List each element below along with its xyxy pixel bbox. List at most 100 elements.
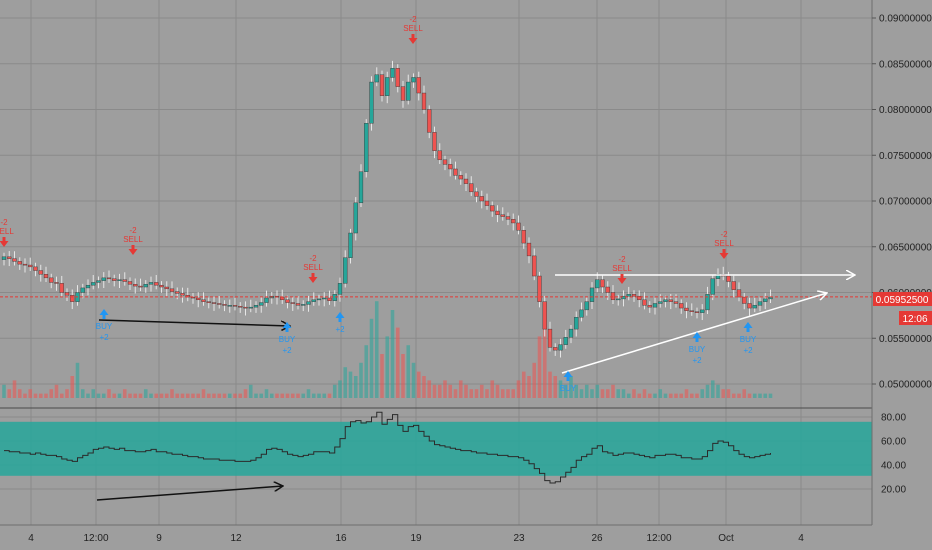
volume-bar [206,393,211,398]
price-tick-label-8: 0.05000000 [879,380,932,391]
candle-body [757,301,763,306]
volume-bar [290,393,295,398]
sell-signal-label: SELL [0,227,14,236]
time-tick-label-6: 23 [513,533,525,544]
volume-bar [637,393,642,398]
volume-bar [128,393,132,398]
candle-body [395,68,400,87]
volume-bar [322,393,327,398]
volume-bar [563,384,568,398]
buy-signal-8: +2 [335,312,345,334]
candle-body [264,297,269,303]
sell-signal-label: SELL [303,263,323,272]
volume-bar [710,380,715,398]
candle-body [605,286,610,293]
candle-body [306,301,311,305]
candle-body [127,281,133,285]
volume-bar [647,393,652,398]
buy-arrow-icon [692,332,702,342]
volume-bar [684,389,689,398]
candle-body [96,280,101,283]
buy-signal-label: BUY [96,322,113,331]
volume-bar [516,380,521,398]
volume-bar [663,393,668,398]
candle-body [710,278,715,295]
volume-bar [28,389,33,398]
buy-signal-label: +2 [335,325,345,334]
trade-signals: -2SELL-2SELL-2SELL-2SELL-2SELL-2SELLBUY+… [0,15,757,393]
candle-body [736,289,742,298]
candle-body [348,232,353,258]
volume-bar [716,384,720,398]
volume-bar [532,362,537,398]
volume-bar [721,389,726,398]
candle-body [122,279,127,282]
price-tick-label-0: 0.09000000 [879,14,932,25]
candle-body [689,310,694,312]
volume-bar [380,354,384,398]
trend-drawings[interactable] [0,275,872,501]
indicator-series-line [4,411,771,484]
volume-bar [621,389,626,398]
time-axis[interactable]: 4 12:00 9 12 16 19 23 26 12:00 Oct 4 [0,524,932,550]
candle-body [500,214,505,217]
candle-body [642,299,647,306]
volume-bar [327,393,332,398]
candle-body [411,77,416,83]
volume-bar [243,389,248,398]
candle-body [616,298,621,301]
volume-bar [705,384,710,398]
volume-bar [70,376,75,398]
candle-body [159,284,164,288]
volume-bar [453,389,458,398]
candle-body [442,159,448,165]
volume-bar [86,393,90,398]
time-tick-label-8: 12:00 [646,533,671,544]
candle-body [495,210,500,215]
candle-body [390,68,395,78]
buy-signal-label: +2 [743,346,753,355]
candle-body [526,242,532,257]
volume-bar [432,384,437,398]
candle-body [227,305,232,307]
candle-body [70,295,75,302]
volume-bar [12,380,17,398]
volume-bar [758,393,762,398]
candle-body [610,292,616,301]
candle-body [59,283,64,293]
volume-bar [527,376,531,398]
candle-body [112,278,117,281]
candle-body [280,296,285,301]
volume-bar [726,389,731,398]
candle-body [621,295,626,300]
volume-bar [500,389,505,398]
candle-body [742,296,747,304]
volume-bar [464,384,468,398]
volume-bar [301,393,306,398]
buy-signal-6: BUY +2 [96,309,113,342]
volume-bar [217,393,222,398]
volume-bar [227,393,232,398]
candle-body [232,305,238,307]
sell-arrow-icon [308,273,318,283]
volume-bar [317,393,321,398]
volume-bar [175,393,180,398]
volume-bar [668,393,673,398]
buy-signal-label: +2 [282,346,292,355]
volume-bar [542,310,547,398]
candle-body [169,288,175,292]
volume-bar [679,393,684,398]
candle-body [406,81,411,101]
candle-body [217,303,222,305]
volume-bar [191,393,195,398]
buy-signal-7: BUY +2 [279,322,296,355]
indicator-axis[interactable]: 80.00 60.00 40.00 20.00 [881,413,906,496]
volume-bar [185,393,190,398]
volume-bar [485,389,489,398]
candle-body [38,270,43,275]
volume-bar [752,393,757,398]
